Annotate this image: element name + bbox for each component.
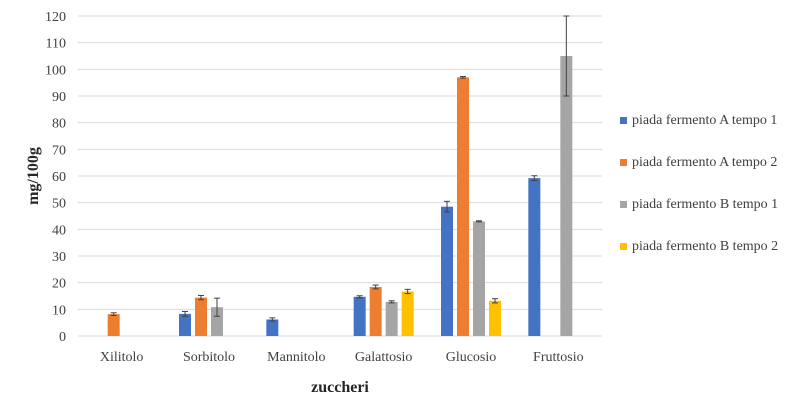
x-category-label: Fruttosio <box>533 350 584 365</box>
legend-swatch <box>620 159 627 166</box>
legend-label: piada fermento A tempo 1 <box>632 113 777 128</box>
legend-swatch <box>620 117 627 124</box>
y-tick-label: 120 <box>45 10 66 25</box>
bar-mannitolo-series-1 <box>266 319 279 336</box>
bar-sorbitolo-series-1 <box>179 313 191 336</box>
y-tick-label: 0 <box>59 330 66 345</box>
bar-glucosio-series-4 <box>489 300 501 336</box>
error-bars <box>110 15 570 322</box>
x-category-label: Glucosio <box>446 350 497 365</box>
y-tick-label: 40 <box>52 223 66 238</box>
y-tick-label: 10 <box>52 303 66 318</box>
y-tick-label: 80 <box>52 117 66 132</box>
y-tick-label: 60 <box>52 170 66 185</box>
y-tick-label: 100 <box>45 63 66 78</box>
bar-sorbitolo-series-3 <box>211 307 223 336</box>
y-tick-label: 70 <box>52 143 66 158</box>
legend: piada fermento A tempo 1 piada fermento A… <box>620 113 778 254</box>
bar-glucosio-series-1 <box>441 206 453 336</box>
x-category-label: Galattosio <box>355 350 413 365</box>
bar-glucosio-series-3 <box>473 221 485 336</box>
x-axis-categories: Xilitolo Sorbitolo Mannitolo Galattosio Gluc… <box>100 350 584 365</box>
gridlines <box>78 15 602 310</box>
y-axis-title: mg/100g <box>25 147 42 205</box>
legend-label: piada fermento B tempo 1 <box>632 197 778 212</box>
bar-xilitolo-series-2 <box>107 314 120 336</box>
bar-fruttosio-series-1 <box>528 178 541 336</box>
y-tick-label: 30 <box>52 250 66 265</box>
bar-galattosio-series-1 <box>353 296 366 336</box>
x-category-label: Sorbitolo <box>183 350 235 365</box>
y-tick-label: 20 <box>52 277 66 292</box>
bar-galattosio-series-3 <box>385 301 398 336</box>
legend-label: piada fermento B tempo 2 <box>632 239 778 254</box>
x-category-label: Xilitolo <box>100 350 144 365</box>
bar-sorbitolo-series-2 <box>195 297 207 336</box>
bar-galattosio-series-4 <box>401 291 414 336</box>
bar-galattosio-series-2 <box>369 286 382 336</box>
bar-fruttosio-series-3 <box>560 56 573 336</box>
bars <box>107 56 573 336</box>
y-tick-label: 50 <box>52 197 66 212</box>
y-tick-label: 90 <box>52 90 66 105</box>
y-axis-ticks: 0 10 20 30 40 50 60 70 80 90 100 110 120 <box>45 10 66 345</box>
legend-swatch <box>620 243 627 250</box>
y-tick-label: 110 <box>46 37 66 52</box>
x-category-label: Mannitolo <box>267 350 325 365</box>
legend-swatch <box>620 201 627 208</box>
x-axis-title: zuccheri <box>311 379 369 396</box>
bar-glucosio-series-2 <box>457 77 469 336</box>
legend-label: piada fermento A tempo 2 <box>632 155 777 170</box>
